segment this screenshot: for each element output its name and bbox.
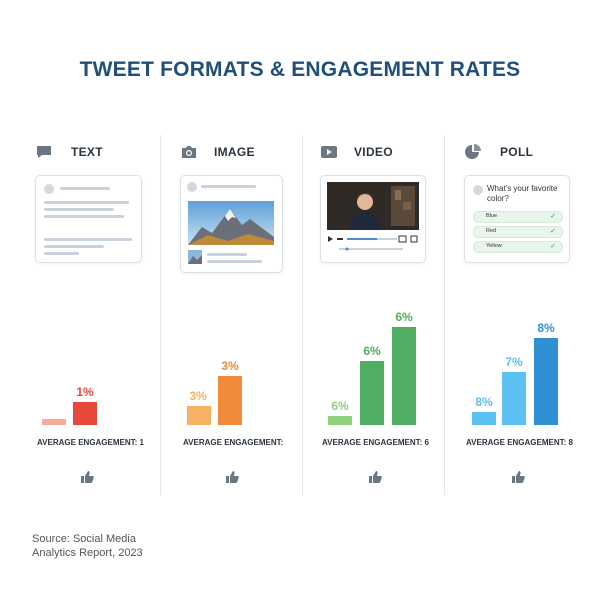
text-line xyxy=(44,215,124,218)
text-tweet-mockup xyxy=(35,175,142,263)
poll-option-label: Blue xyxy=(486,213,498,219)
text-line xyxy=(207,260,262,263)
bar-label: 6% xyxy=(363,344,381,358)
video-tweet-mockup xyxy=(320,175,426,263)
avatar xyxy=(44,184,54,194)
text-line xyxy=(44,208,114,211)
bar-label: 6% xyxy=(331,399,349,413)
bar xyxy=(73,402,97,425)
average-engagement-label: AVERAGE ENGAGEMENT: xyxy=(183,438,284,447)
check-icon: ✓ xyxy=(550,228,556,235)
bar-label: 3% xyxy=(221,359,239,373)
column-title: POLL xyxy=(500,145,534,159)
column-header: TEXT xyxy=(35,142,103,162)
bar-label: 8% xyxy=(475,395,493,409)
video-controls xyxy=(328,235,418,251)
bar xyxy=(502,372,526,425)
column-header: POLL xyxy=(464,142,533,162)
poll-option-label: Yellow xyxy=(486,243,502,249)
text-line xyxy=(44,252,79,255)
camera-icon xyxy=(182,146,196,158)
bar-label: 8% xyxy=(537,321,555,335)
column-header: IMAGE xyxy=(180,142,255,162)
column-title: IMAGE xyxy=(214,145,255,159)
thumbnail-image xyxy=(188,250,202,264)
check-icon: ✓ xyxy=(550,243,556,250)
text-line xyxy=(44,201,129,204)
average-engagement-label: AVERAGE ENGAGEMENT: 1 xyxy=(37,438,144,447)
chart-title: TWEET FORMATS & ENGAGEMENT RATES xyxy=(79,58,521,81)
avatar xyxy=(187,182,197,192)
bar-label: 7% xyxy=(505,355,523,369)
check-icon: ✓ xyxy=(550,213,556,220)
thumbs-up-icon xyxy=(512,471,525,483)
bar xyxy=(534,338,558,425)
source-note: Source: Social Media Analytics Report, 2… xyxy=(32,533,143,559)
bar xyxy=(328,416,352,425)
column-divider xyxy=(160,135,161,495)
thumbs-up-icon xyxy=(369,471,382,483)
bar-label: 6% xyxy=(395,310,413,324)
text-line xyxy=(44,238,132,241)
image-tweet-mockup xyxy=(180,175,283,273)
bar-label: 1% xyxy=(76,385,94,399)
poll-question: What's your favorite color? xyxy=(487,184,558,203)
bar-label: 3% xyxy=(189,389,207,403)
bar xyxy=(218,376,242,425)
bar xyxy=(42,419,66,425)
bar xyxy=(360,361,384,425)
column-divider xyxy=(302,135,303,495)
play-icon xyxy=(321,146,337,158)
column-header: VIDEO xyxy=(320,142,393,162)
text-line xyxy=(201,185,256,188)
poll-tweet-mockup: What's your favorite color? Blue ✓ Red ✓… xyxy=(464,175,570,263)
bar xyxy=(187,406,211,425)
mountain-photo xyxy=(188,201,274,245)
thumbs-up-icon xyxy=(226,471,239,483)
avatar xyxy=(473,185,483,195)
poll-option[interactable]: Yellow ✓ xyxy=(473,241,563,253)
poll-option[interactable]: Blue ✓ xyxy=(473,211,563,223)
format-column-image: IMAGE 3% 3% AVERAGE ENGAGEMENT: xyxy=(180,0,320,600)
format-column-video: VIDEO 6% 6% 6% AVERAGE ENGAGEMENT: 6 xyxy=(320,0,460,600)
text-line xyxy=(44,245,104,248)
text-line xyxy=(207,253,247,256)
format-column-text: TEXT 1% AVERAGE ENGAGEMENT: 1 xyxy=(35,0,175,600)
bar xyxy=(472,412,496,425)
column-divider xyxy=(444,135,445,495)
column-title: VIDEO xyxy=(354,145,393,159)
bar xyxy=(392,327,416,425)
video-frame xyxy=(327,182,419,230)
speech-bubble-icon xyxy=(37,146,51,158)
thumbs-up-icon xyxy=(81,471,94,483)
pie-chart-icon xyxy=(465,144,481,159)
poll-option[interactable]: Red ✓ xyxy=(473,226,563,238)
column-title: TEXT xyxy=(71,145,103,159)
average-engagement-label: AVERAGE ENGAGEMENT: 6 xyxy=(322,438,429,447)
text-line xyxy=(60,187,110,190)
poll-option-label: Red xyxy=(486,228,497,234)
average-engagement-label: AVERAGE ENGAGEMENT: 8 xyxy=(466,438,573,447)
format-column-poll: POLL What's your favorite color? Blue ✓ … xyxy=(464,0,600,600)
